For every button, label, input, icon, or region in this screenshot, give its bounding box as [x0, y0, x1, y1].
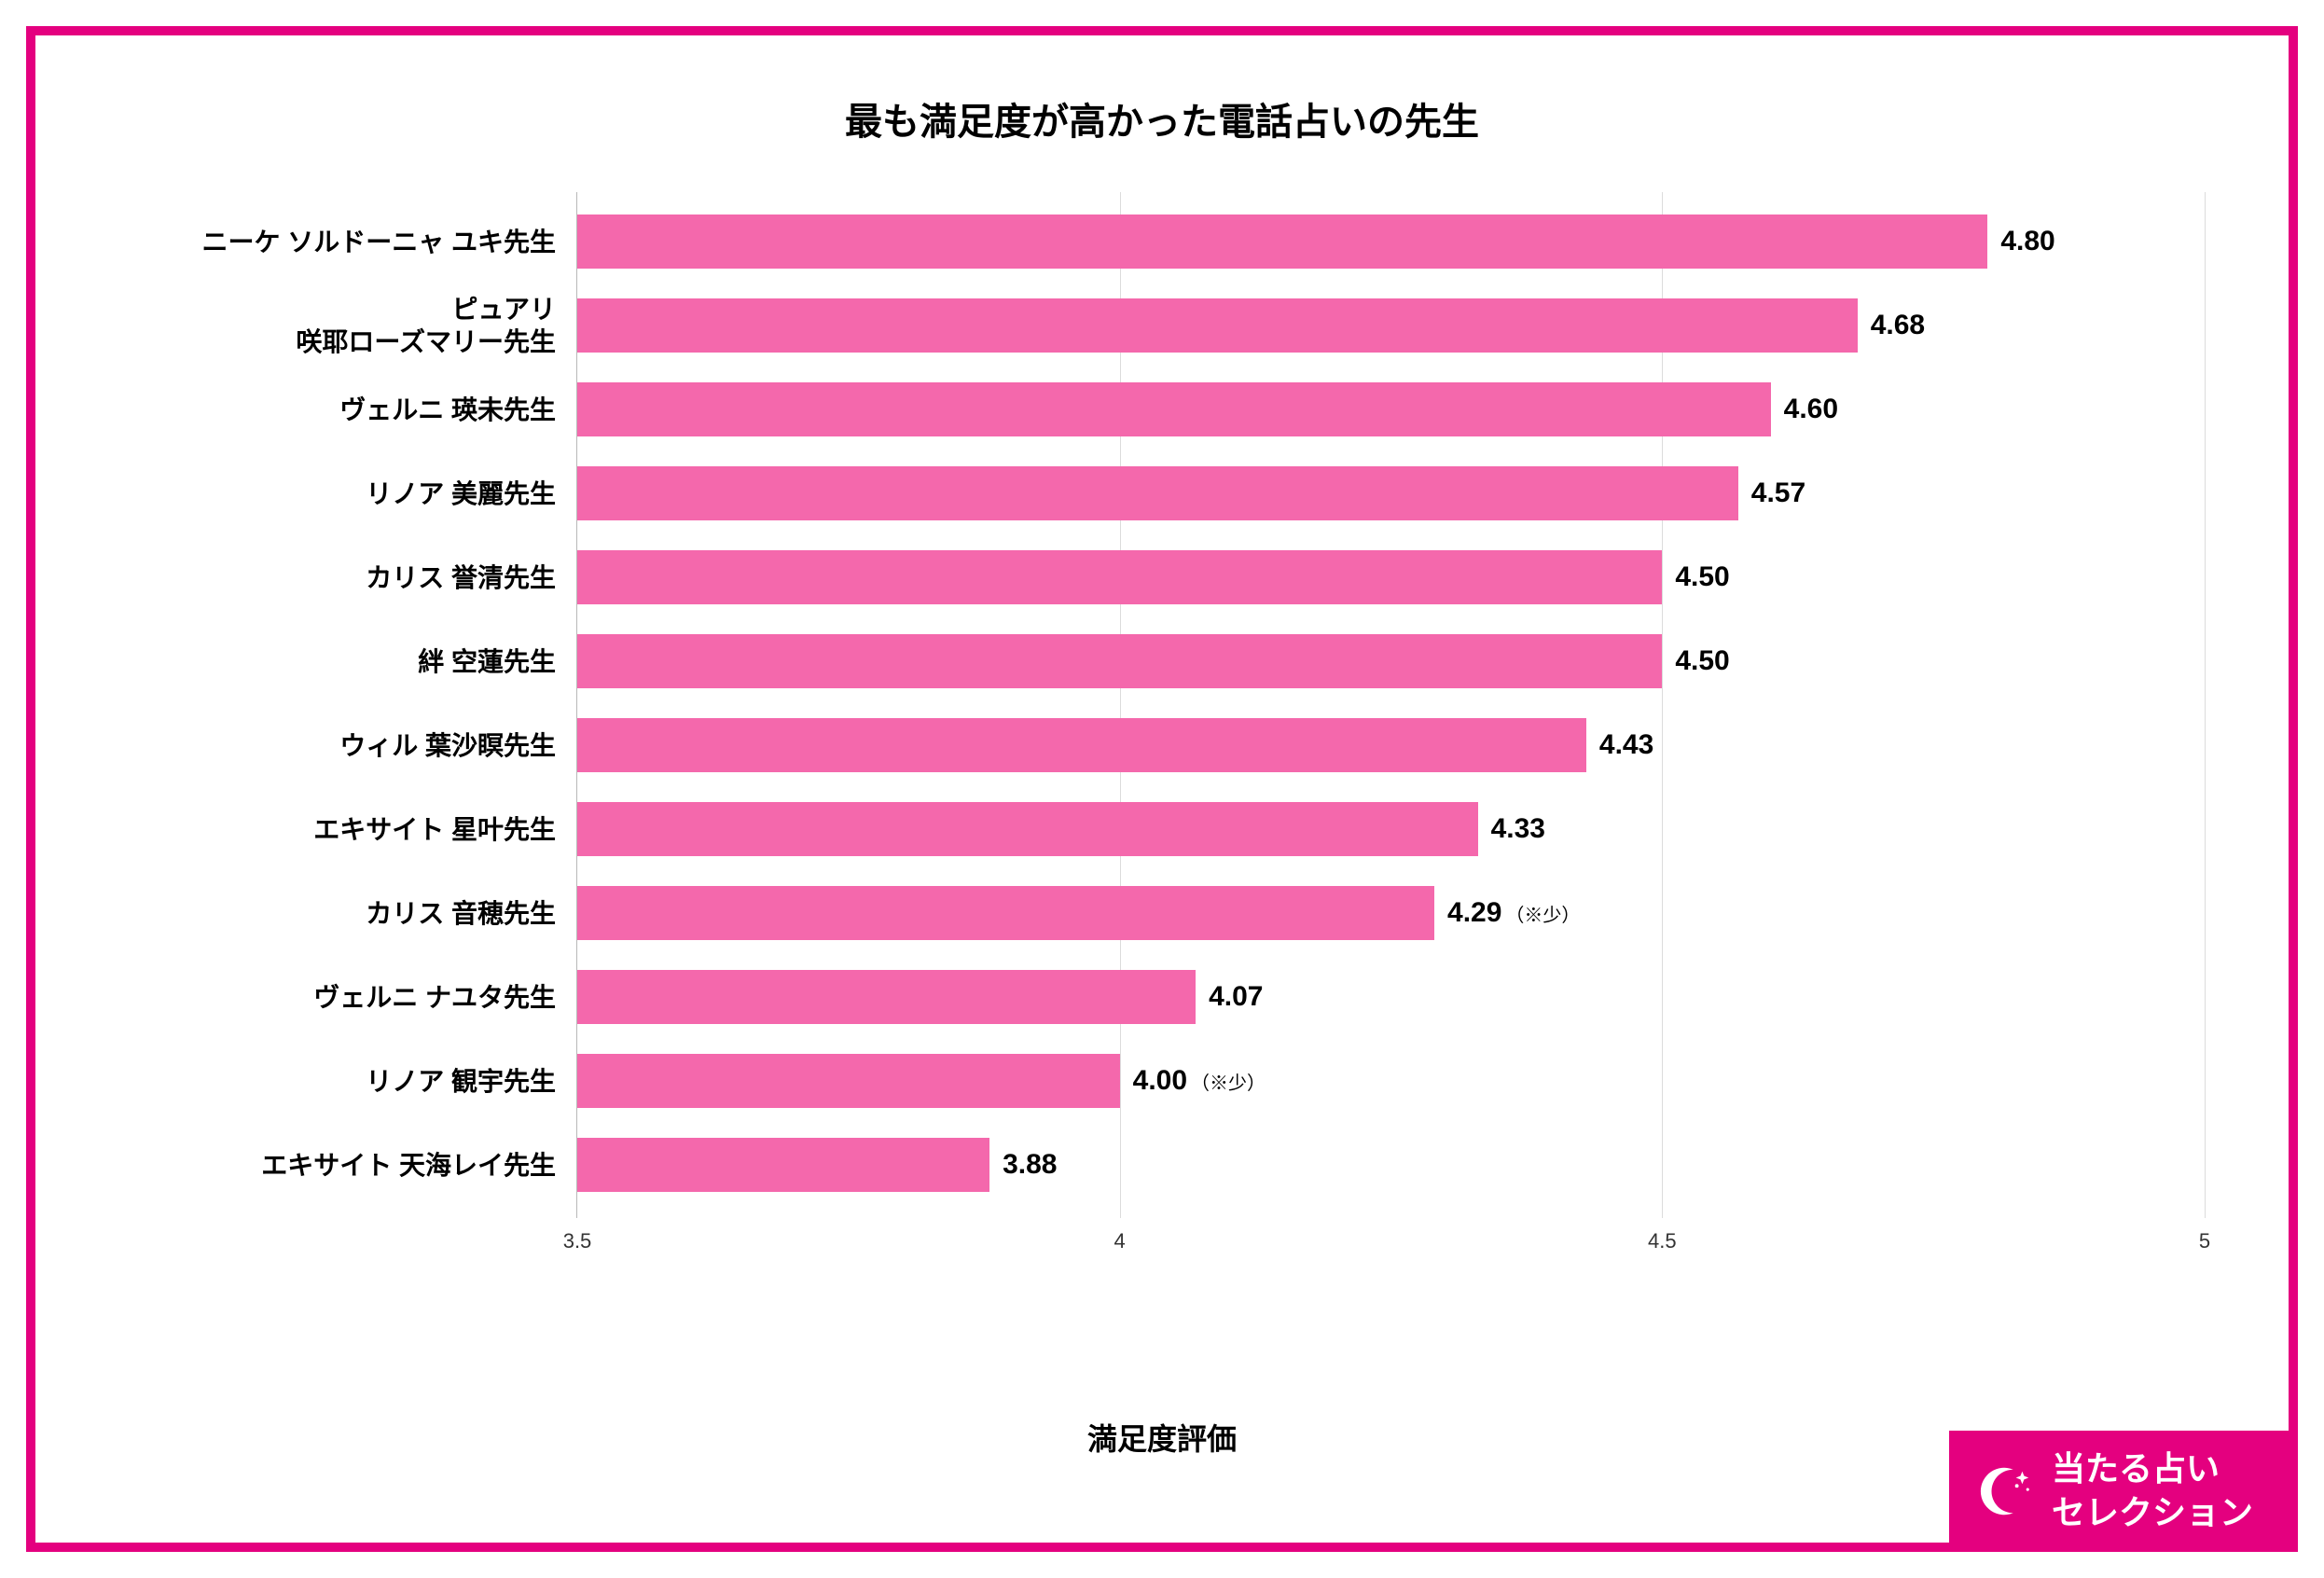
value-label: 4.07: [1209, 981, 1263, 1013]
bar: [577, 215, 1987, 269]
grid-line: [2205, 192, 2206, 1218]
bar: [577, 886, 1434, 940]
x-tick-label: 4.5: [1648, 1229, 1677, 1253]
chart-frame: 最も満足度が高かった電話占いの先生 ニーケ ソルドーニャ ユキ先生ピュアリ 咲耶…: [26, 26, 2298, 1552]
value-label: 3.88: [1003, 1149, 1057, 1181]
bar: [577, 298, 1858, 353]
value-label: 4.50: [1675, 561, 1729, 593]
bar-row: 4.00（※少）: [577, 1039, 2205, 1123]
value-note: （※少）: [1505, 906, 1580, 926]
value-label: 4.43: [1599, 729, 1653, 761]
category-label: エキサイト 天海レイ先生: [119, 1123, 576, 1207]
value-label: 4.68: [1871, 310, 1925, 341]
x-tick-label: 4: [1114, 1229, 1126, 1253]
category-label: エキサイト 星叶先生: [119, 787, 576, 871]
category-label: ピュアリ 咲耶ローズマリー先生: [119, 284, 576, 367]
bar-row: 4.60: [577, 367, 2205, 451]
bar-row: 4.33: [577, 787, 2205, 871]
bar-row: 3.88: [577, 1123, 2205, 1207]
x-tick-label: 3.5: [563, 1229, 592, 1253]
category-label: カリス 誉清先生: [119, 535, 576, 619]
bar-row: 4.43: [577, 703, 2205, 787]
bar: [577, 1054, 1120, 1108]
category-label: ヴェルニ ナユタ先生: [119, 955, 576, 1039]
brand-badge-text: 当たる占い セレクション: [2052, 1447, 2253, 1535]
bar: [577, 466, 1738, 520]
outer-container: 最も満足度が高かった電話占いの先生 ニーケ ソルドーニャ ユキ先生ピュアリ 咲耶…: [0, 0, 2324, 1578]
category-label: ヴェルニ 瑛未先生: [119, 367, 576, 451]
bar: [577, 382, 1771, 436]
bar: [577, 970, 1196, 1024]
bar-row: 4.50: [577, 619, 2205, 703]
bar-row: 4.50: [577, 535, 2205, 619]
bar-row: 4.57: [577, 451, 2205, 535]
value-label: 4.80: [2000, 226, 2054, 257]
chart-title: 最も満足度が高かった電話占いの先生: [119, 91, 2205, 145]
bar: [577, 802, 1478, 856]
category-label: ウィル 葉沙瞑先生: [119, 703, 576, 787]
brand-badge: 当たる占い セレクション: [1949, 1431, 2298, 1552]
moon-icon: [1977, 1462, 2035, 1520]
value-note: （※少）: [1191, 1073, 1266, 1094]
value-label: 4.50: [1675, 645, 1729, 677]
bar: [577, 718, 1586, 772]
value-label: 4.60: [1784, 394, 1838, 425]
bar-row: 4.07: [577, 955, 2205, 1039]
value-label: 4.00（※少）: [1133, 1065, 1266, 1097]
x-tick-label: 5: [2199, 1229, 2210, 1253]
value-label: 4.33: [1491, 813, 1545, 845]
bar: [577, 550, 1662, 604]
bar-row: 4.68: [577, 284, 2205, 367]
category-label: リノア 観宇先生: [119, 1039, 576, 1123]
category-labels-column: ニーケ ソルドーニャ ユキ先生ピュアリ 咲耶ローズマリー先生ヴェルニ 瑛未先生リ…: [119, 192, 576, 1218]
value-label: 4.57: [1751, 478, 1805, 509]
bar-row: 4.80: [577, 200, 2205, 284]
category-label: ニーケ ソルドーニャ ユキ先生: [119, 200, 576, 284]
bar: [577, 634, 1662, 688]
category-label: 絆 空蓮先生: [119, 619, 576, 703]
bar: [577, 1138, 989, 1192]
plot-area: 3.544.554.804.684.604.574.504.504.434.33…: [576, 192, 2205, 1218]
value-label: 4.29（※少）: [1447, 897, 1580, 929]
category-label: カリス 音穂先生: [119, 871, 576, 955]
bar-row: 4.29（※少）: [577, 871, 2205, 955]
category-label: リノア 美麗先生: [119, 451, 576, 535]
chart-area: ニーケ ソルドーニャ ユキ先生ピュアリ 咲耶ローズマリー先生ヴェルニ 瑛未先生リ…: [119, 192, 2205, 1218]
x-axis-label: 満足度評価: [1087, 1416, 1237, 1459]
